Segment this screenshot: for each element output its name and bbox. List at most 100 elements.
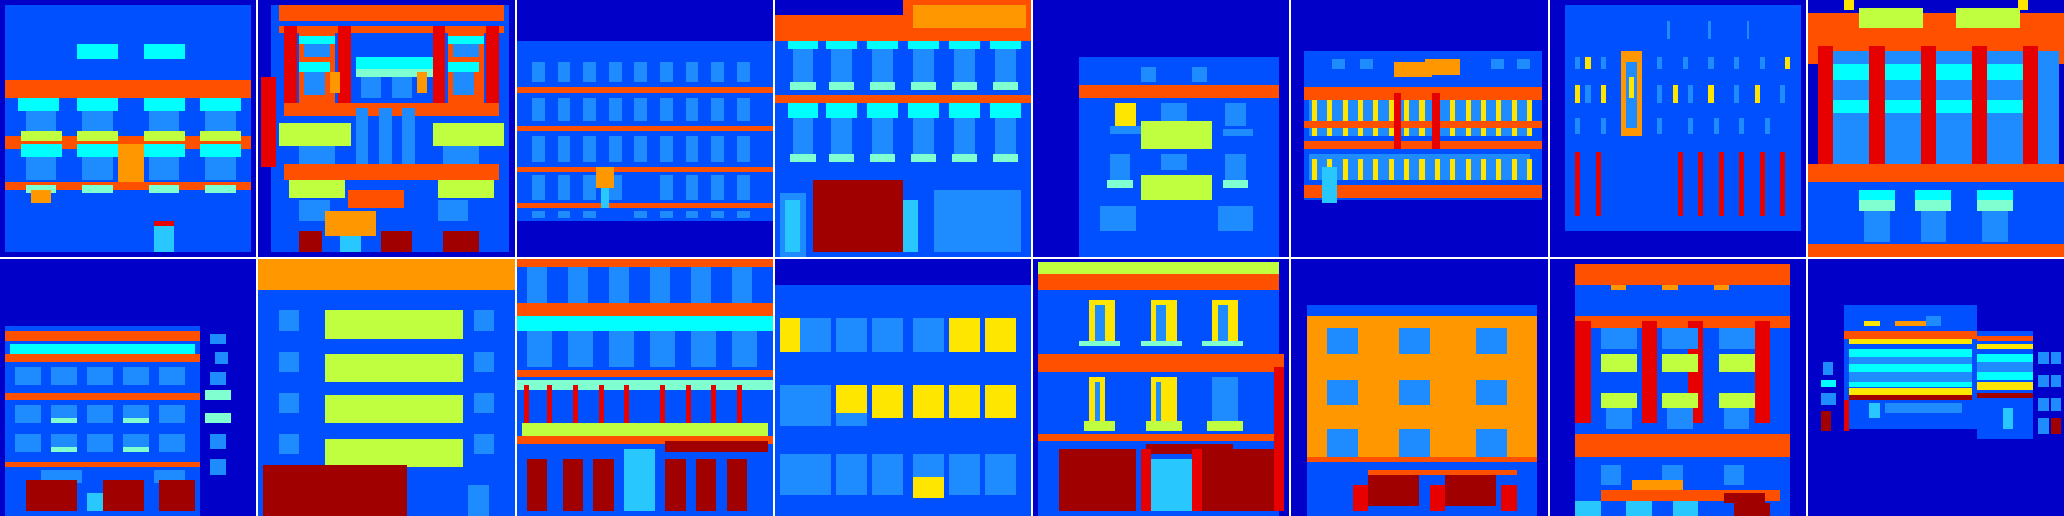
region-blind (324, 310, 464, 339)
region-window (557, 61, 571, 83)
region-shop (1662, 284, 1678, 290)
region-blind (1140, 174, 1213, 201)
region-molding (1807, 244, 2064, 257)
region-window (1682, 56, 1688, 70)
region-cornice (1833, 100, 1870, 114)
region-deco (1311, 100, 1317, 137)
region-balcony (1976, 200, 2013, 211)
region-window (949, 454, 980, 496)
region-window (304, 43, 330, 57)
region-window (608, 266, 630, 303)
region-cornice (908, 102, 939, 119)
region-door (593, 459, 614, 511)
region-window (1217, 205, 1254, 232)
region-cornice (299, 61, 330, 72)
region-window (215, 351, 229, 365)
region-cornice (1976, 354, 2034, 362)
region-window (2038, 51, 2059, 165)
region-blind (1145, 420, 1182, 432)
region-pillar (486, 25, 500, 103)
region-molding (283, 102, 500, 116)
region-deco (1419, 159, 1425, 180)
region-window (1657, 118, 1663, 134)
region-cornice (447, 61, 479, 72)
region-window (531, 210, 545, 219)
region-window (1841, 79, 1862, 101)
region-door (299, 231, 323, 252)
region-window (378, 107, 392, 173)
region-window (1667, 408, 1693, 429)
region-shop (1611, 284, 1627, 290)
region-pillar (736, 384, 742, 427)
region-window (649, 330, 676, 367)
region-window (2038, 351, 2049, 365)
region-pillar (1818, 46, 1834, 165)
region-molding (516, 302, 773, 316)
region-door (1058, 449, 1136, 511)
region-window (567, 330, 594, 367)
region-molding (278, 25, 505, 34)
region-molding (5, 182, 252, 191)
region-deco (1404, 159, 1410, 180)
region-window (690, 266, 712, 303)
region-pillar (1677, 151, 1683, 216)
region-deco (1480, 159, 1486, 180)
region-window (1161, 102, 1187, 121)
region-window (82, 156, 113, 180)
region-shop (1631, 480, 1683, 493)
region-molding (5, 79, 252, 98)
facade-label-map-2 (258, 0, 515, 257)
region-window (531, 61, 545, 83)
region-blind (432, 123, 505, 147)
region-window (800, 318, 832, 352)
region-window (954, 48, 975, 83)
region-pillar (337, 25, 351, 103)
region-molding (1304, 87, 1543, 101)
region-cornice (990, 41, 1021, 49)
region-window (836, 454, 867, 496)
region-window (1600, 56, 1606, 70)
region-window (1217, 305, 1228, 342)
region-deco (949, 318, 980, 352)
region-pillar (711, 384, 717, 427)
region-window (526, 266, 548, 303)
region-deco (1388, 100, 1394, 137)
facade-label-map-16 (1807, 259, 2064, 516)
region-deco (1480, 100, 1486, 137)
region-door (1368, 474, 1420, 506)
region-deco (1311, 159, 1317, 180)
region-molding (5, 392, 200, 401)
region-shop (258, 259, 515, 290)
region-cornice (199, 143, 241, 157)
region-molding (1575, 264, 1791, 285)
region-window (660, 61, 673, 83)
region-window (473, 392, 494, 414)
region-sill (601, 187, 609, 209)
region-window (649, 266, 671, 303)
region-balcony (1140, 341, 1182, 347)
region-door (2051, 418, 2062, 434)
region-blind (1084, 420, 1115, 432)
region-cornice (516, 315, 773, 331)
region-window (608, 97, 622, 121)
region-window (711, 136, 725, 162)
region-window (1161, 154, 1187, 170)
region-deco (1511, 159, 1517, 180)
region-window (1140, 66, 1156, 83)
region-sill (2002, 408, 2013, 429)
region-cornice (447, 35, 484, 44)
region-pillar (1429, 485, 1445, 511)
region-pillar (598, 384, 604, 427)
region-shop (1894, 320, 1936, 326)
region-window (583, 61, 596, 83)
facade-label-map-3 (516, 0, 773, 257)
region-shop (1393, 61, 1433, 78)
region-cornice (143, 143, 185, 157)
region-sill (1575, 500, 1601, 516)
region-deco (1785, 56, 1791, 70)
region-window (41, 469, 82, 483)
region-window (1600, 464, 1622, 486)
region-molding (1843, 330, 1977, 339)
region-window (1398, 379, 1430, 406)
